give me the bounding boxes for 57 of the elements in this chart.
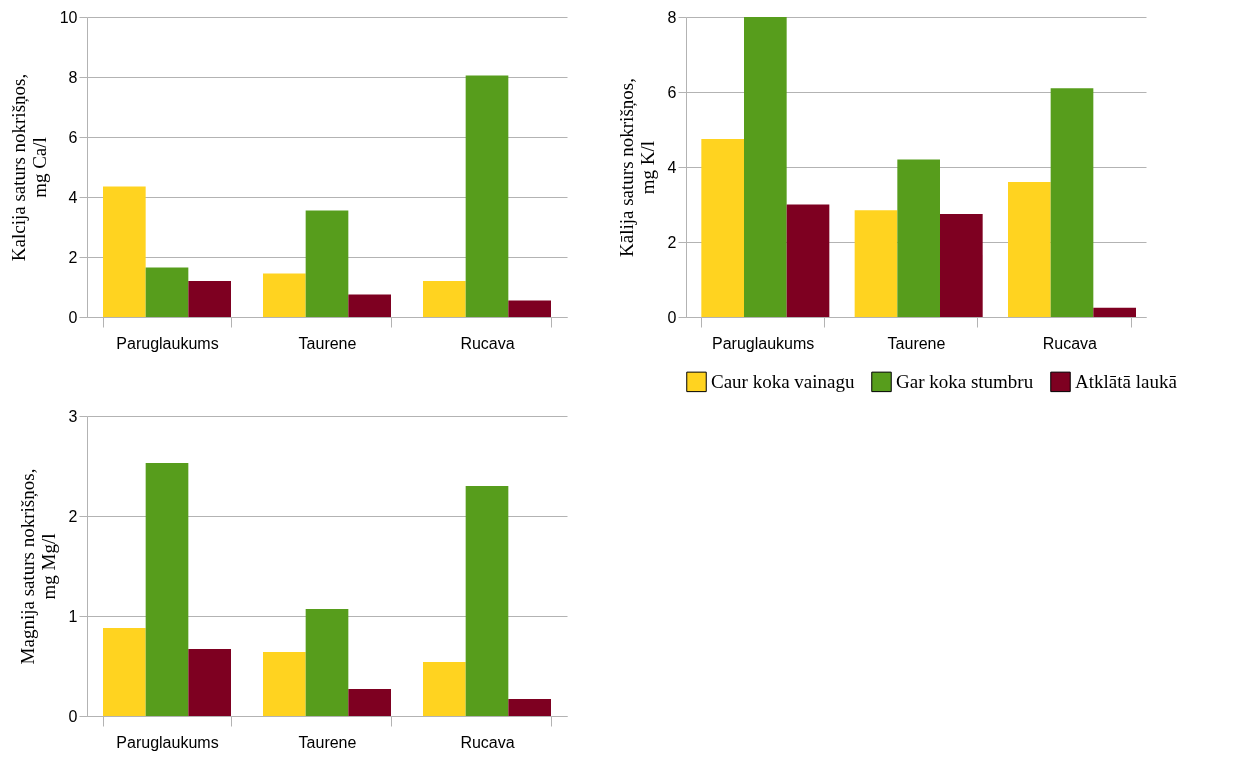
legend-label: Atklātā laukā xyxy=(1075,370,1178,392)
y-tick-label: 2 xyxy=(68,507,78,525)
bar xyxy=(145,463,189,716)
y-tick-label: 3 xyxy=(68,407,78,425)
bar xyxy=(786,204,830,317)
bar xyxy=(103,628,146,716)
bar xyxy=(1050,88,1094,317)
bar xyxy=(744,17,787,317)
x-tick-label: Taurene xyxy=(298,733,357,751)
bar xyxy=(188,281,231,317)
bar xyxy=(103,186,146,317)
bar xyxy=(188,649,231,716)
y-tick-label: 6 xyxy=(68,128,78,146)
bar xyxy=(854,210,898,317)
bar xyxy=(145,267,189,317)
bar xyxy=(1093,307,1136,317)
x-tick-label: Taurene xyxy=(887,334,946,352)
y-tick-label: 0 xyxy=(667,308,677,326)
bar xyxy=(701,138,744,317)
legend-label: Gar koka stumbru xyxy=(896,370,1034,392)
x-tick-label: Rucava xyxy=(460,733,515,751)
bar xyxy=(940,213,983,317)
y-tick-label: 2 xyxy=(667,233,677,251)
x-tick-label: Paruglaukums xyxy=(116,733,219,751)
x-tick-label: Paruglaukums xyxy=(712,334,815,352)
y-tick-label: 10 xyxy=(59,8,78,26)
x-tick-label: Rucava xyxy=(1042,334,1098,352)
x-tick-label: Paruglaukums xyxy=(116,334,219,352)
x-tick-label: Rucava xyxy=(460,334,515,352)
bar xyxy=(465,486,509,716)
bar xyxy=(465,75,509,317)
x-tick-label: Taurene xyxy=(298,334,357,352)
y-tick-label: 4 xyxy=(667,158,677,176)
bar xyxy=(348,294,391,317)
y-tick-label: 8 xyxy=(68,68,78,86)
y-tick-label: 0 xyxy=(68,707,78,725)
y-tick-label: 6 xyxy=(667,83,677,101)
y-axis-title: Kalcija saturs nokrišņos, mg Ca/l xyxy=(7,73,50,262)
bar xyxy=(897,159,940,317)
legend-label: Caur koka vainagu xyxy=(711,370,856,392)
bar xyxy=(305,210,349,317)
bar xyxy=(263,273,306,317)
bar xyxy=(263,652,306,716)
y-axis-title: Magnija saturs nokrišņos, mg Mg/l xyxy=(16,468,59,665)
y-tick-label: 4 xyxy=(68,188,78,206)
bar xyxy=(423,281,466,317)
bar xyxy=(508,699,551,716)
bar xyxy=(1008,182,1051,317)
y-tick-label: 2 xyxy=(68,248,78,266)
bar xyxy=(423,662,466,716)
y-tick-label: 1 xyxy=(68,607,78,625)
y-tick-label: 0 xyxy=(68,308,78,326)
bar xyxy=(305,609,349,716)
bar xyxy=(348,689,391,716)
y-axis-title: Kālija saturs nokrišņos, mg K/l xyxy=(615,78,658,257)
bar xyxy=(508,300,551,317)
y-tick-label: 8 xyxy=(667,8,677,26)
